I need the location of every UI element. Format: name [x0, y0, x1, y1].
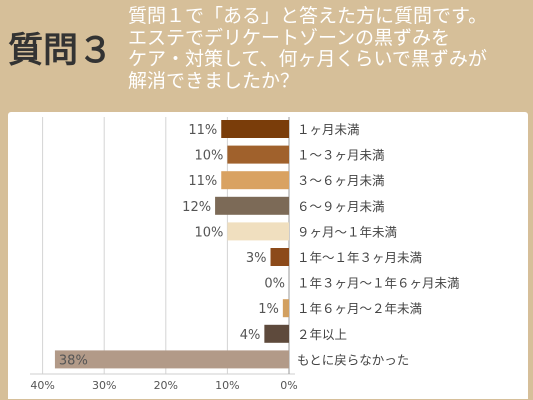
category-label: １ヶ月未満 [297, 122, 360, 137]
question-line: 質問１で「ある」と答えた方に質問です。 [128, 5, 488, 27]
bar [54, 350, 289, 369]
bar-value-label: 38% [59, 353, 88, 368]
bar [227, 222, 289, 241]
bar-value-label: 11% [188, 174, 217, 189]
bar [270, 248, 289, 266]
category-label: ３〜６ヶ月未満 [297, 173, 385, 188]
question-number: 質問３ [8, 31, 114, 71]
bar-value-label: 4% [240, 328, 261, 343]
x-tick-label: 20% [154, 379, 178, 392]
category-label: ６〜９ヶ月未満 [297, 199, 385, 214]
category-label: もとに戻らなかった [297, 352, 409, 367]
category-label: ２年以上 [297, 327, 347, 342]
category-label: １年６ヶ月〜２年未満 [297, 301, 422, 316]
x-tick-label: 0% [280, 379, 297, 392]
category-label: ９ヶ月〜１年未満 [297, 224, 397, 239]
bar-value-label: 1% [258, 302, 279, 317]
question-line: 解消できましたか？ [128, 69, 300, 92]
bar [264, 324, 289, 343]
question-line: エステでデリケートゾーンの黒ずみを [128, 26, 451, 49]
question-text: 質問１で「ある」と答えた方に質問です。 エステでデリケートゾーンの黒ずみを ケア… [128, 5, 528, 92]
bar [282, 299, 289, 318]
category-label: １年３ヶ月〜１年６ヶ月未満 [297, 276, 460, 291]
category-label: １年〜１年３ヶ月未満 [297, 250, 422, 265]
bar-value-label: 12% [182, 200, 211, 215]
bar-value-label: 10% [194, 149, 223, 164]
category-label: １〜３ヶ月未満 [297, 148, 385, 163]
bar [227, 145, 289, 164]
bar-value-label: 11% [188, 123, 217, 138]
bar-value-label: 3% [246, 251, 267, 266]
question-line: ケア・対策して、何ヶ月くらいで黒ずみが [128, 48, 487, 70]
x-tick-label: 40% [30, 379, 54, 392]
bar [221, 120, 289, 138]
x-tick-label: 10% [215, 379, 239, 392]
bar [215, 196, 289, 215]
x-tick-label: 30% [92, 379, 116, 392]
bar [221, 171, 289, 190]
bar-value-label: 10% [194, 225, 223, 240]
bar-value-label: 0% [264, 277, 285, 292]
